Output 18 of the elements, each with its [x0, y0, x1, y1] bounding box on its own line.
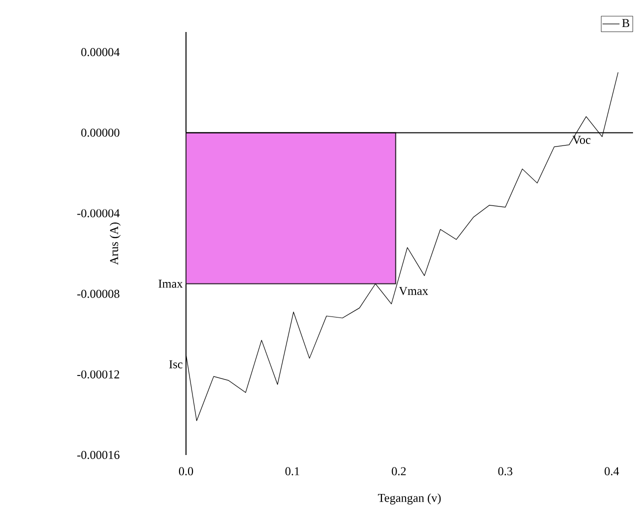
- x-tick-label: 0.2: [392, 467, 406, 476]
- y-tick-label: 0.00004: [81, 48, 120, 56]
- legend-label: B: [622, 19, 630, 28]
- y-tick-label: -0.00004: [77, 209, 120, 218]
- annotation: Isc: [169, 360, 182, 368]
- y-tick-label: -0.00008: [77, 290, 120, 298]
- annotation: Imax: [158, 280, 183, 288]
- x-tick-label: 0.1: [285, 467, 300, 476]
- x-tick-label: 0.0: [178, 467, 194, 476]
- x-tick-label: 0.4: [604, 467, 620, 476]
- y-tick-label: -0.00016: [77, 450, 120, 460]
- annotation: Vmax: [399, 286, 428, 296]
- x-axis-title: Tegangan (v): [378, 494, 441, 504]
- x-tick-label: 0.3: [498, 467, 512, 476]
- annotation: Voc: [572, 136, 590, 144]
- y-axis-title: Arus (A): [110, 222, 121, 265]
- y-tick-label: -0.00012: [77, 370, 120, 378]
- y-tick-label: 0.00000: [81, 128, 120, 137]
